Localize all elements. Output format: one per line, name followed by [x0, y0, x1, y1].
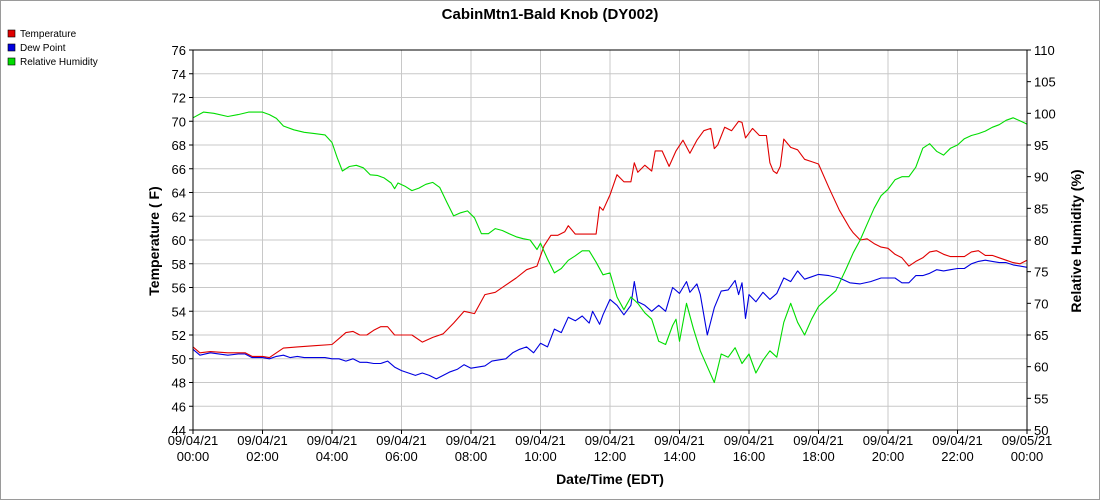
x-tick-time: 08:00 — [455, 449, 488, 464]
y-tick-label: 50 — [172, 352, 186, 367]
x-tick-date: 09/04/21 — [793, 433, 844, 448]
y-tick-label: 70 — [172, 114, 186, 129]
y-tick-label: 68 — [172, 138, 186, 153]
y-tick-label: 46 — [172, 399, 186, 414]
x-tick-time: 20:00 — [872, 449, 905, 464]
x-tick-date: 09/04/21 — [237, 433, 288, 448]
x-tick-date: 09/04/21 — [724, 433, 775, 448]
y-tick-label: 44 — [172, 423, 186, 438]
x-tick-date: 09/04/21 — [515, 433, 566, 448]
y2-tick-label: 55 — [1034, 391, 1048, 406]
y-tick-label: 76 — [172, 43, 186, 58]
y-tick-label: 54 — [172, 304, 186, 319]
y-axis-right: 50 55 60 65 70 75 80 85 90 95 100 105 110 — [1027, 43, 1056, 438]
y2-tick-label: 60 — [1034, 360, 1048, 375]
x-axis: 09/04/2100:0009/04/2102:0009/04/2104:000… — [168, 430, 1053, 464]
y2-tick-label: 95 — [1034, 138, 1048, 153]
x-tick-date: 09/04/21 — [863, 433, 914, 448]
y2-tick-label: 105 — [1034, 75, 1056, 90]
x-tick-time: 14:00 — [663, 449, 696, 464]
y2-tick-label: 50 — [1034, 423, 1048, 438]
legend: Temperature Dew Point Relative Humidity — [7, 29, 98, 68]
legend-swatch — [7, 57, 16, 66]
y-tick-label: 72 — [172, 91, 186, 106]
x-tick-time: 04:00 — [316, 449, 349, 464]
y-tick-label: 74 — [172, 67, 186, 82]
y-tick-label: 58 — [172, 257, 186, 272]
x-tick-time: 22:00 — [941, 449, 974, 464]
y2-tick-label: 85 — [1034, 201, 1048, 216]
x-tick-time: 10:00 — [524, 449, 557, 464]
legend-swatch — [7, 29, 16, 38]
y2-tick-label: 70 — [1034, 296, 1048, 311]
y-tick-label: 52 — [172, 328, 186, 343]
legend-swatch — [7, 43, 16, 52]
x-tick-date: 09/04/21 — [446, 433, 497, 448]
x-tick-date: 09/04/21 — [654, 433, 705, 448]
y-axis-right-title: Relative Humidity (%) — [1068, 169, 1084, 312]
grid — [192, 49, 1028, 431]
x-tick-date: 09/04/21 — [376, 433, 427, 448]
series-line-dew-point — [192, 259, 1028, 380]
x-tick-date: 09/04/21 — [585, 433, 636, 448]
legend-label: Relative Humidity — [20, 57, 98, 68]
x-tick-time: 12:00 — [594, 449, 627, 464]
chart-title: CabinMtn1-Bald Knob (DY002) — [442, 6, 659, 23]
y-tick-label: 62 — [172, 209, 186, 224]
x-tick-date: 09/04/21 — [168, 433, 219, 448]
y-tick-label: 56 — [172, 281, 186, 296]
x-tick-date: 09/04/21 — [307, 433, 358, 448]
series-line-temperature — [192, 120, 1028, 359]
y2-tick-label: 75 — [1034, 265, 1048, 280]
y-tick-label: 48 — [172, 376, 186, 391]
x-tick-time: 02:00 — [246, 449, 279, 464]
x-tick-time: 18:00 — [802, 449, 835, 464]
y2-tick-label: 100 — [1034, 106, 1056, 121]
series-line-relative-humidity — [192, 111, 1028, 384]
plot-lines — [192, 111, 1028, 384]
x-tick-time: 16:00 — [733, 449, 766, 464]
y2-tick-label: 110 — [1034, 43, 1055, 58]
y-tick-label: 66 — [172, 162, 186, 177]
y-axis-left: 44 46 48 50 52 54 56 58 60 62 64 66 68 70 72 74 76 — [172, 43, 193, 438]
x-tick-time: 00:00 — [1011, 449, 1044, 464]
y2-tick-label: 65 — [1034, 328, 1048, 343]
legend-label: Dew Point — [20, 43, 66, 54]
y-axis-left-title: Temperature ( F) — [146, 186, 162, 295]
x-tick-date: 09/04/21 — [932, 433, 983, 448]
x-tick-time: 06:00 — [385, 449, 418, 464]
y-tick-label: 60 — [172, 233, 186, 248]
x-tick-time: 00:00 — [177, 449, 210, 464]
legend-label: Temperature — [20, 29, 77, 40]
x-tick-date: 09/05/21 — [1002, 433, 1053, 448]
x-axis-title: Date/Time (EDT) — [556, 471, 664, 487]
y2-tick-label: 90 — [1034, 170, 1048, 185]
y2-tick-label: 80 — [1034, 233, 1048, 248]
y-tick-label: 64 — [172, 186, 186, 201]
